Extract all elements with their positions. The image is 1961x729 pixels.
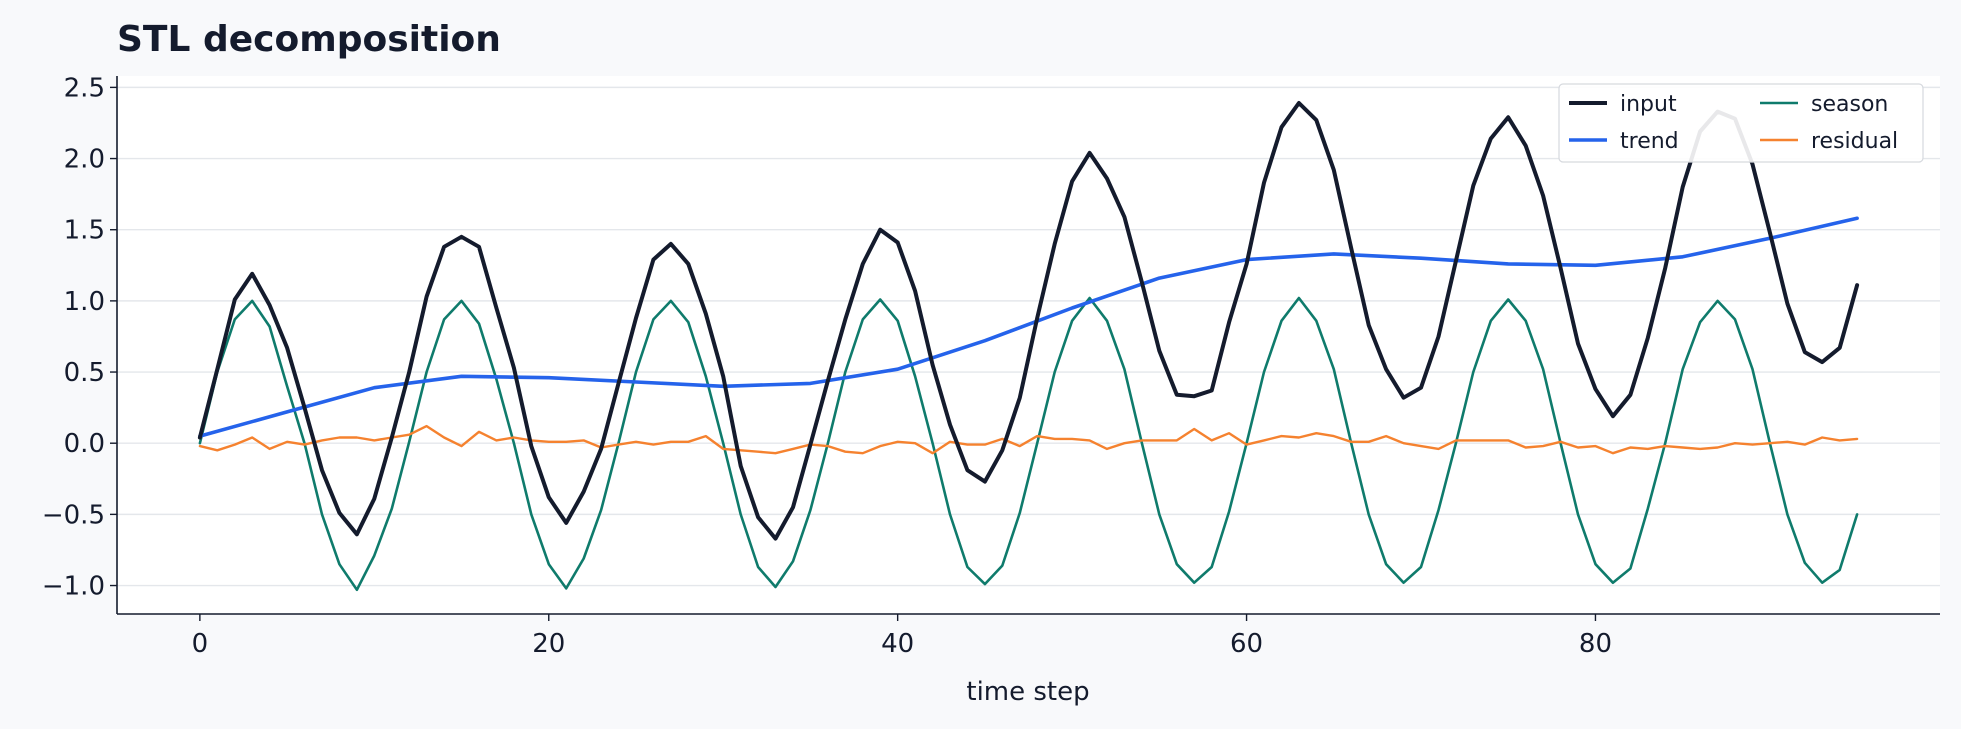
y-tick-label: 2.5 xyxy=(64,73,105,103)
y-tick-label: 2.0 xyxy=(64,145,105,175)
plot-background xyxy=(117,76,1940,614)
x-tick-label: 80 xyxy=(1579,629,1612,659)
x-axis-ticks: 0 20 40 60 80 xyxy=(192,614,1612,659)
legend-label-season: season xyxy=(1811,92,1888,117)
legend-box xyxy=(1558,83,1924,163)
x-tick-label: 0 xyxy=(192,629,209,659)
series-line-residual xyxy=(198,424,1859,455)
x-axis-label: time step xyxy=(966,677,1089,707)
legend-label-trend: trend xyxy=(1620,129,1679,154)
y-axis-ticks: −1.0 −0.5 0.0 0.5 1.0 1.5 2.0 2.5 xyxy=(42,73,117,602)
x-tick-label: 40 xyxy=(881,629,914,659)
x-tick-label: 60 xyxy=(1230,629,1263,659)
series-line-trend xyxy=(198,216,1859,438)
y-tick-label: 0.5 xyxy=(64,358,105,388)
y-tick-label: 1.5 xyxy=(64,216,105,246)
y-tick-label: 0.0 xyxy=(64,429,105,459)
y-tick-label: −1.0 xyxy=(42,572,105,602)
series-line-season xyxy=(198,296,1859,592)
series-layer xyxy=(197,101,1860,592)
x-tick-label: 20 xyxy=(532,629,565,659)
plot-area xyxy=(116,76,1940,615)
legend-label-input: input xyxy=(1620,92,1677,117)
legend-label-residual: residual xyxy=(1811,129,1898,154)
legend: input trend season residual xyxy=(1558,83,1924,163)
y-tick-label: 1.0 xyxy=(64,287,105,317)
chart-title: STL decomposition xyxy=(117,19,501,60)
y-tick-label: −0.5 xyxy=(42,500,105,530)
series-line-input xyxy=(197,101,1860,541)
